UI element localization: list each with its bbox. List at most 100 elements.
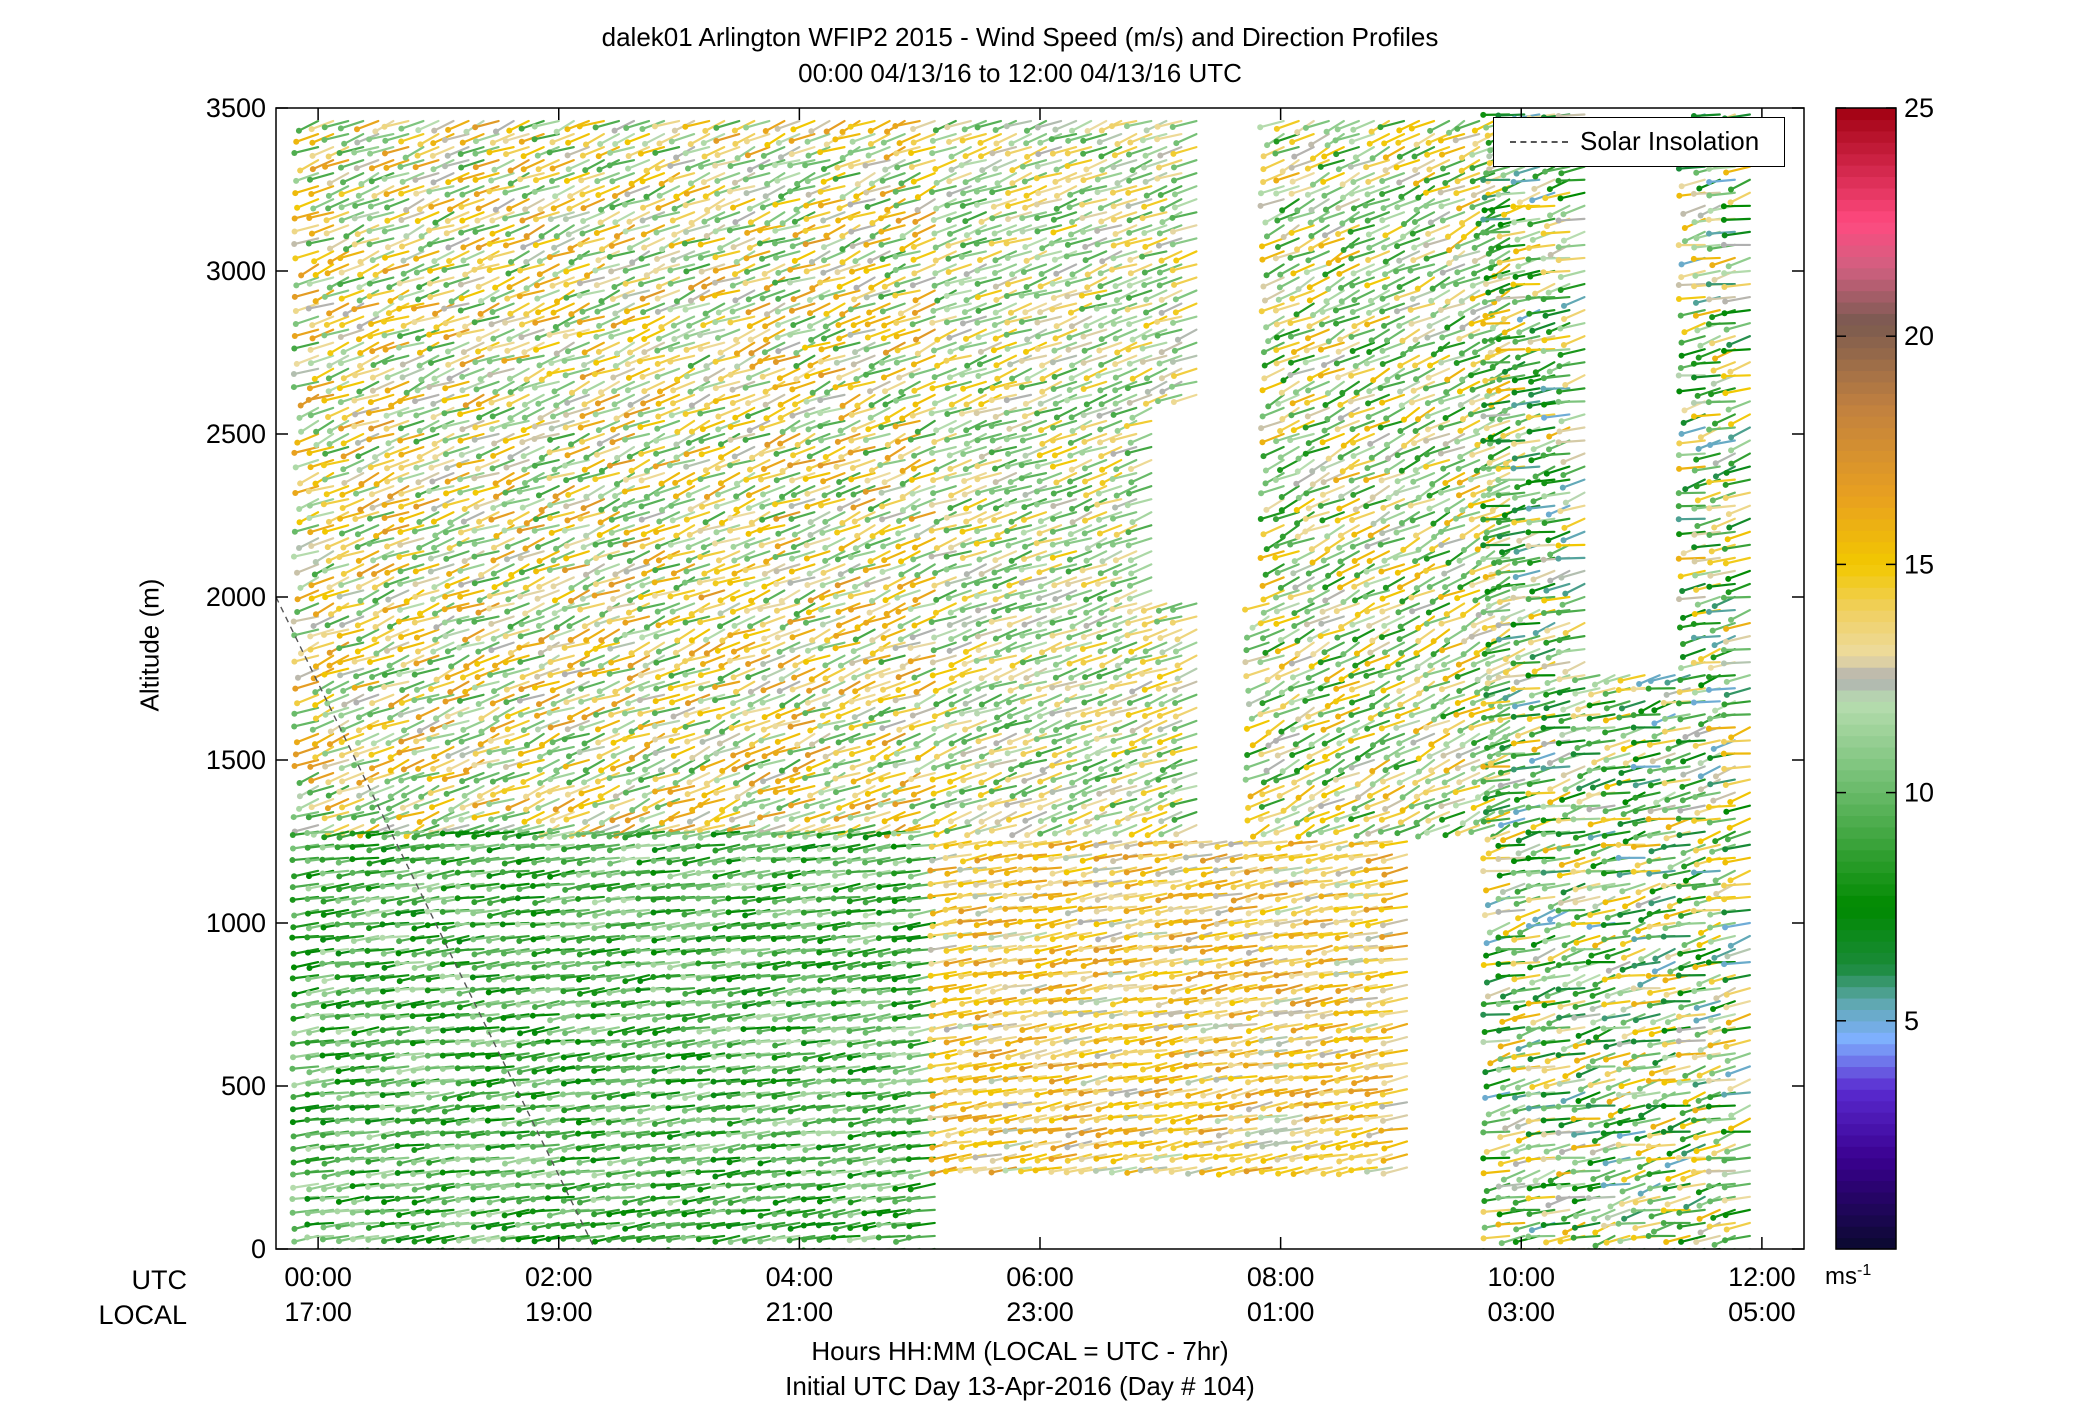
- wind-barb-dot: [625, 779, 632, 786]
- wind-barb-shaft: [444, 445, 470, 456]
- wind-barb-shaft: [353, 211, 380, 220]
- wind-barb-dot: [304, 949, 311, 956]
- wind-barb-dot: [411, 319, 418, 326]
- wind-barb-dot: [594, 308, 601, 315]
- wind-barb-dot: [320, 1249, 326, 1255]
- wind-barb-shaft: [402, 250, 425, 262]
- wind-barb-shaft: [414, 576, 440, 586]
- wind-barb-dot: [628, 467, 635, 474]
- wind-barb-shaft: [504, 315, 530, 324]
- wind-barb-dot: [492, 128, 499, 135]
- wind-barb-dot: [399, 374, 406, 381]
- wind-barb-dot: [592, 541, 599, 548]
- wind-barb-shaft: [519, 706, 545, 716]
- wind-barb-shaft: [506, 732, 530, 744]
- wind-barb-dot: [366, 215, 373, 222]
- wind-barb-dot: [535, 791, 542, 798]
- wind-barb-dot: [432, 219, 439, 226]
- wind-barb-dot: [698, 451, 705, 458]
- wind-barb-dot: [520, 427, 527, 434]
- wind-barb-dot: [357, 597, 364, 604]
- wind-barb-dot: [702, 519, 709, 526]
- wind-barb-shaft: [429, 654, 455, 664]
- wind-barb-dot: [519, 674, 526, 681]
- wind-barb-dot: [337, 659, 344, 666]
- wind-barb-dot: [365, 988, 372, 995]
- wind-barb-dot: [599, 611, 606, 618]
- wind-barb-dot: [522, 806, 529, 813]
- wind-barb-dot: [396, 749, 403, 756]
- wind-barb-dot: [761, 753, 768, 760]
- wind-barb-dot: [562, 333, 569, 340]
- wind-barb-dot: [643, 467, 650, 474]
- wind-barb-dot: [291, 912, 298, 919]
- wind-barb-shaft: [474, 119, 500, 129]
- wind-barb-dot: [582, 141, 589, 148]
- wind-barb-dot: [326, 649, 333, 656]
- wind-barb-shaft: [295, 693, 320, 705]
- wind-barb-dot: [562, 372, 569, 379]
- wind-barb-dot: [356, 466, 363, 473]
- wind-barb-dot: [341, 414, 348, 421]
- wind-barb-shaft: [503, 419, 530, 428]
- wind-barb-dot: [366, 540, 373, 547]
- wind-barb-dot: [567, 806, 574, 813]
- wind-barb-dot: [774, 177, 781, 184]
- wind-barb-shaft: [492, 537, 515, 549]
- wind-barb-dot: [336, 834, 343, 841]
- wind-barb-shaft: [416, 641, 440, 653]
- wind-barb-shaft: [402, 654, 425, 667]
- wind-barb-shaft: [522, 445, 545, 458]
- wind-barb-dot: [897, 623, 904, 630]
- wind-barb-dot: [757, 814, 764, 821]
- wind-barb-shaft: [405, 224, 425, 238]
- wind-barb-shaft: [488, 146, 515, 154]
- wind-barb-shaft: [504, 237, 530, 247]
- wind-barb-shaft: [400, 458, 425, 469]
- wind-barb-dot: [611, 193, 618, 200]
- wind-barb-dot: [864, 321, 871, 328]
- wind-barb-dot: [321, 567, 328, 574]
- wind-barb-dot: [471, 618, 478, 625]
- wind-barb-dot: [908, 724, 915, 731]
- wind-barb-shaft: [504, 146, 530, 156]
- wind-barb-dot: [913, 741, 920, 748]
- wind-barb-dot: [413, 738, 420, 745]
- wind-barb-shaft: [353, 367, 380, 377]
- wind-barb-dot: [877, 215, 884, 222]
- wind-barb-dot: [320, 924, 327, 931]
- wind-barb-shaft: [321, 1091, 350, 1096]
- wind-barb-shaft: [490, 315, 515, 326]
- wind-barb-dot: [613, 480, 620, 487]
- wind-barb-dot: [553, 350, 560, 357]
- wind-barb-dot: [313, 428, 320, 435]
- wind-barb-dot: [642, 140, 649, 147]
- wind-barb-dot: [884, 415, 891, 422]
- wind-barb-shaft: [433, 811, 455, 823]
- wind-barb-dot: [790, 321, 797, 328]
- wind-barb-dot: [863, 346, 870, 353]
- wind-barb-dot: [411, 749, 418, 756]
- wind-barb-shaft: [418, 811, 440, 824]
- wind-barb-dot: [577, 671, 584, 678]
- wind-barb-dot: [411, 528, 418, 535]
- wind-barb-dot: [743, 633, 750, 640]
- wind-barb-dot: [761, 674, 768, 681]
- wind-barb-dot: [877, 762, 884, 769]
- wind-barb-dot: [763, 285, 770, 292]
- wind-barb-dot: [304, 844, 311, 851]
- wind-barb-dot: [729, 282, 736, 289]
- wind-barb-dot: [743, 607, 750, 614]
- wind-barb-dot: [712, 697, 719, 704]
- wind-barb-shaft: [383, 354, 410, 363]
- wind-barb-dot: [493, 532, 500, 539]
- wind-barb-dot: [507, 415, 514, 422]
- wind-barb-dot: [397, 476, 404, 483]
- wind-barb-dot: [294, 596, 301, 603]
- wind-barb-dot: [384, 204, 391, 211]
- wind-barb-dot: [553, 298, 560, 305]
- wind-barb-dot: [667, 685, 674, 692]
- wind-barb-shaft: [488, 341, 515, 350]
- wind-barb-dot: [431, 375, 438, 382]
- wind-barb-dot: [308, 543, 315, 550]
